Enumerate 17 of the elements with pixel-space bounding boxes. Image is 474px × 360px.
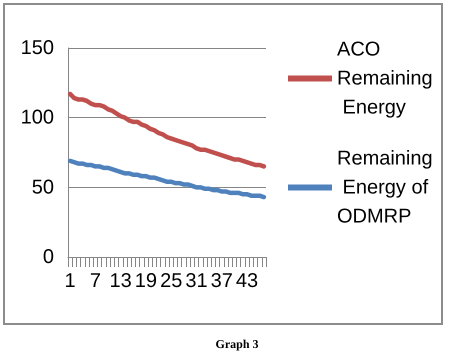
x-tick-label: 13 — [110, 270, 132, 292]
x-tick-label: 19 — [134, 270, 158, 292]
y-tick-label: 50 — [32, 176, 54, 198]
x-tick-label: 7 — [90, 270, 101, 292]
line-series — [68, 92, 266, 169]
legend-label: ACO Remaining Energy — [337, 38, 433, 118]
x-tick-label: 31 — [185, 270, 208, 292]
y-tick-label: 0 — [42, 246, 54, 268]
legend-label: Remaining Energy of ODMRP — [337, 148, 434, 228]
x-tick-label: 43 — [236, 270, 258, 292]
caption: Graph 3 — [215, 337, 259, 351]
y-tick-label: 150 — [20, 37, 54, 59]
x-tick-label: 25 — [160, 270, 182, 292]
y-tick-label: 100 — [20, 106, 54, 129]
line-series — [68, 158, 266, 200]
x-tick-label: 37 — [210, 270, 233, 292]
x-tick-label: 1 — [64, 270, 76, 292]
